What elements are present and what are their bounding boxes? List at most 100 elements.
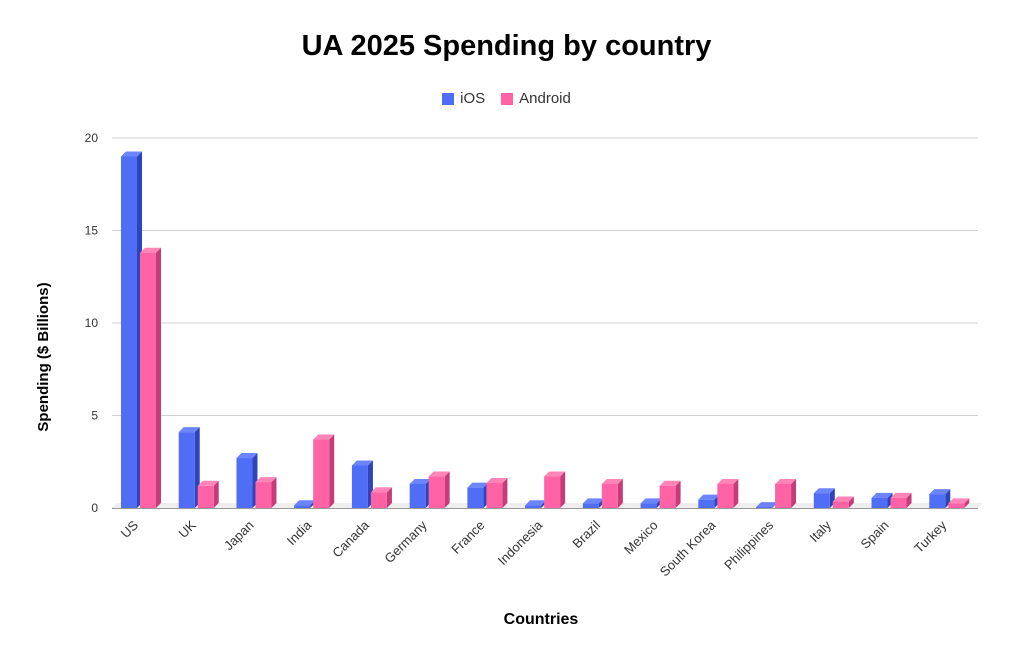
bar-android-canada[interactable]: [370, 487, 392, 508]
legend-swatch-android: [501, 92, 514, 105]
bar-ios-south-korea[interactable]: [698, 494, 720, 508]
bar-top: [409, 478, 431, 484]
bar-front: [544, 476, 561, 508]
legend-label-android: Android: [519, 90, 571, 107]
bar-android-brazil[interactable]: [601, 478, 623, 508]
bar-top: [525, 500, 547, 506]
bar-android-mexico[interactable]: [659, 480, 681, 508]
y-tick-label: 20: [85, 131, 99, 145]
bar-front: [467, 487, 484, 508]
x-tick-label: Japan: [221, 518, 257, 554]
bar-top: [121, 151, 142, 157]
bar-front: [428, 476, 445, 508]
bar-top: [890, 492, 912, 498]
legend-item-ios[interactable]: iOS: [442, 90, 485, 107]
x-tick-label: Philippines: [721, 517, 776, 572]
x-tick-label: Brazil: [569, 517, 603, 551]
x-tick-label: Indonesia: [495, 517, 546, 568]
bar-ios-uk[interactable]: [178, 427, 200, 508]
x-tick-label: Italy: [806, 517, 834, 545]
bar-side: [156, 247, 161, 508]
bar-ios-turkey[interactable]: [929, 489, 951, 508]
y-axis-title: Spending ($ Billions): [35, 282, 52, 431]
bar-android-south-korea[interactable]: [717, 478, 739, 508]
bar-front: [525, 505, 542, 508]
bar-top: [948, 498, 970, 504]
bar-android-spain[interactable]: [890, 492, 912, 508]
bar-front: [890, 497, 907, 508]
bar-top: [717, 478, 739, 484]
bar-ios-us[interactable]: [121, 151, 142, 509]
bar-front: [313, 439, 330, 508]
bar-front: [832, 501, 849, 508]
bar-android-philippines[interactable]: [775, 478, 797, 508]
bar-top: [775, 478, 797, 484]
bar-ios-canada[interactable]: [351, 460, 373, 508]
bar-side: [329, 434, 335, 508]
bars: [121, 151, 970, 509]
bar-side: [733, 478, 739, 508]
bar-side: [386, 487, 392, 508]
bar-front: [698, 499, 715, 508]
legend-label-ios: iOS: [460, 90, 486, 107]
x-axis-title: Countries: [504, 611, 579, 628]
bar-android-us[interactable]: [140, 247, 161, 508]
bar-side: [791, 478, 797, 508]
bar-top: [929, 489, 951, 495]
bar-ios-spain[interactable]: [871, 492, 893, 508]
bar-top: [582, 498, 604, 504]
bar-top: [313, 434, 335, 440]
bar-side: [271, 477, 277, 508]
chart-title: UA 2025 Spending by country: [301, 30, 712, 62]
x-tick-label: Germany: [381, 517, 430, 566]
bar-top: [698, 494, 720, 500]
bar-side: [213, 480, 219, 508]
bar-front: [640, 503, 657, 508]
bar-android-indonesia[interactable]: [544, 471, 566, 508]
legend-swatch-ios: [442, 92, 455, 105]
x-tick-label: US: [118, 517, 142, 541]
bar-android-italy[interactable]: [832, 496, 854, 508]
bar-top: [178, 427, 200, 433]
bar-android-germany[interactable]: [428, 471, 450, 508]
x-tick-label: UK: [175, 517, 199, 541]
legend: iOS Android: [0, 90, 1013, 107]
bar-android-france[interactable]: [486, 478, 508, 508]
bar-front: [929, 494, 946, 508]
bar-android-uk[interactable]: [197, 480, 219, 508]
bar-top: [351, 460, 373, 466]
bar-ios-france[interactable]: [467, 482, 489, 508]
bar-front: [370, 492, 387, 508]
bar-front: [659, 485, 676, 508]
bar-front: [294, 505, 311, 508]
bar-top: [544, 471, 566, 477]
bar-side: [848, 496, 854, 508]
bar-front: [601, 483, 618, 508]
x-tick-label: Mexico: [621, 518, 661, 558]
bar-top: [659, 480, 681, 486]
bar-top: [370, 487, 392, 493]
bar-top: [640, 498, 662, 504]
bar-front: [255, 482, 272, 508]
x-tick-label: Turkey: [911, 517, 950, 556]
legend-item-android[interactable]: Android: [501, 90, 571, 107]
bar-front: [486, 483, 503, 508]
bar-top: [486, 478, 508, 484]
bar-ios-italy[interactable]: [813, 488, 835, 508]
bar-android-turkey[interactable]: [948, 498, 970, 508]
bar-top: [601, 478, 623, 484]
bar-top: [236, 453, 258, 459]
y-tick-label: 10: [85, 316, 99, 330]
y-axis-ticks: 0 5 10 15 20: [85, 131, 99, 515]
bar-top: [871, 492, 893, 498]
bar-front: [775, 483, 792, 508]
bar-front: [236, 458, 253, 508]
bar-side: [502, 478, 508, 508]
bar-android-japan[interactable]: [255, 477, 277, 508]
bar-top: [140, 247, 161, 253]
bar-ios-germany[interactable]: [409, 478, 431, 508]
bar-top: [294, 500, 316, 506]
bar-ios-japan[interactable]: [236, 453, 258, 508]
bar-android-india[interactable]: [313, 434, 335, 508]
